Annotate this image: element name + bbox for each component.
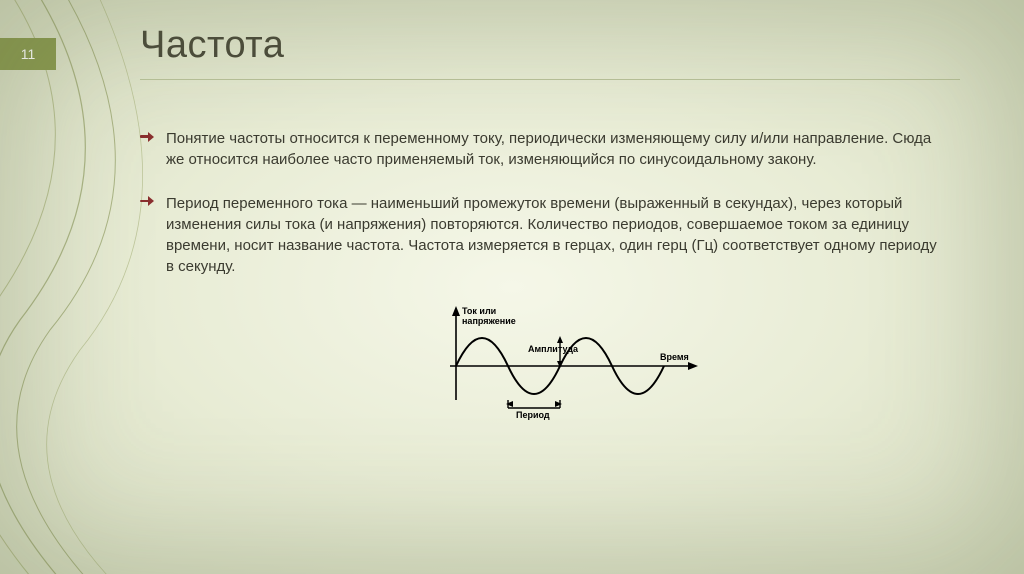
page-number: 11 xyxy=(21,46,36,62)
bullet-item: Понятие частоты относится к переменному … xyxy=(140,128,940,171)
sine-wave-chart: Ток или напряжение Время Амплитуда Перио… xyxy=(410,300,710,420)
slide-title: Частота xyxy=(140,24,980,67)
title-rule xyxy=(140,79,960,80)
y-axis-label-1: Ток или xyxy=(462,306,496,316)
x-axis-label: Время xyxy=(660,352,689,362)
amplitude-label: Амплитуда xyxy=(528,344,579,354)
bullet-item: Период переменного тока — наименьший про… xyxy=(140,193,940,278)
y-axis-label-2: напряжение xyxy=(462,316,516,326)
bullet-list: Понятие частоты относится к переменному … xyxy=(140,128,980,278)
period-label: Период xyxy=(516,410,550,420)
slide-content: Частота Понятие частоты относится к пере… xyxy=(140,24,980,420)
page-number-badge: 11 xyxy=(0,38,56,70)
